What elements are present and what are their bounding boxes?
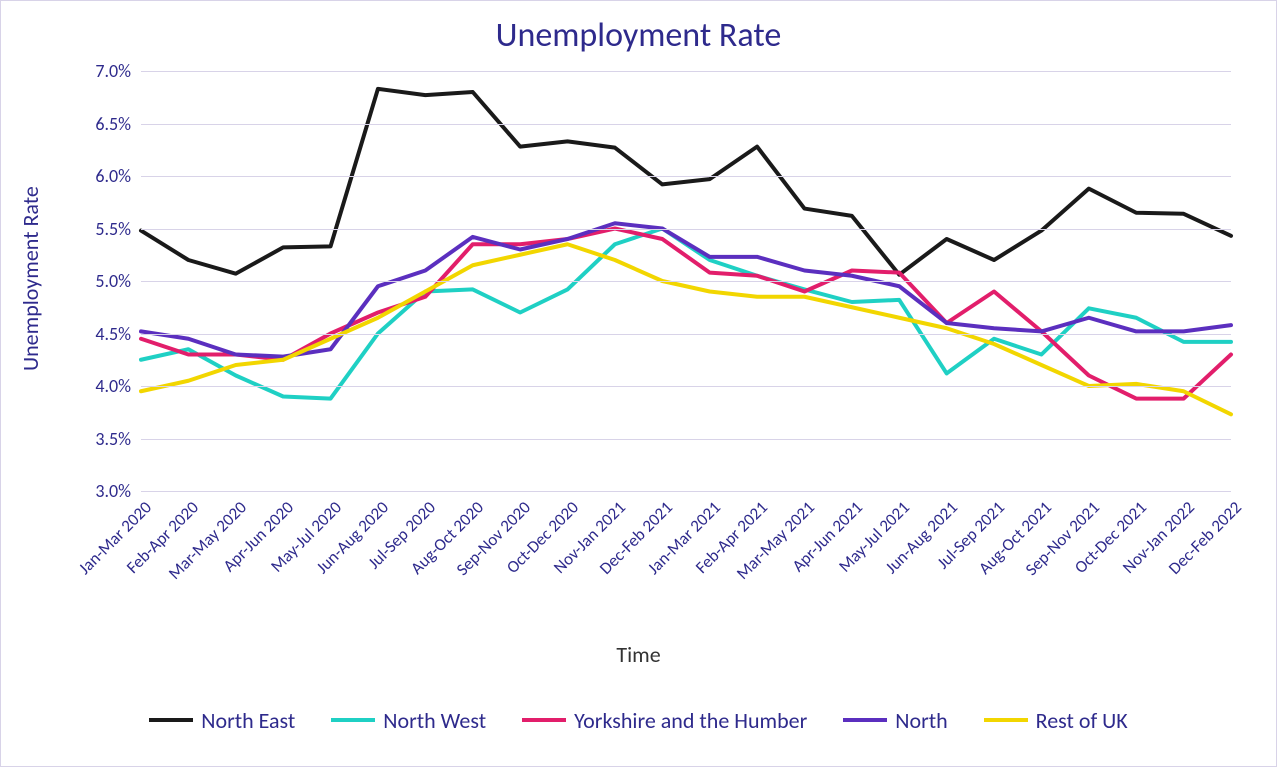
y-tick-label: 6.5% [95, 113, 131, 135]
y-tick-label: 3.5% [95, 428, 131, 450]
legend-label: Yorkshire and the Humber [574, 707, 807, 734]
legend-item: Rest of UK [984, 707, 1128, 734]
legend-label: North East [201, 707, 295, 734]
legend-label: North [895, 707, 947, 734]
legend-label: North West [383, 707, 486, 734]
gridline [141, 281, 1231, 282]
legend-swatch [149, 718, 193, 722]
gridline [141, 439, 1231, 440]
y-tick-label: 7.0% [95, 60, 131, 82]
y-tick-label: 3.0% [95, 480, 131, 502]
legend-item: North East [149, 707, 295, 734]
legend-swatch [522, 718, 566, 722]
y-tick-label: 4.5% [95, 323, 131, 345]
legend-item: North [843, 707, 947, 734]
y-tick-label: 5.0% [95, 270, 131, 292]
gridline [141, 386, 1231, 387]
gridline [141, 176, 1231, 177]
gridline [141, 124, 1231, 125]
series-line [141, 229, 1231, 399]
y-tick-label: 5.5% [95, 218, 131, 240]
gridline [141, 491, 1231, 492]
legend-swatch [843, 718, 887, 722]
y-tick-label: 6.0% [95, 165, 131, 187]
series-line [141, 89, 1231, 275]
legend-swatch [984, 718, 1028, 722]
gridline [141, 71, 1231, 72]
y-axis-title: Unemployment Rate [17, 186, 44, 371]
gridline [141, 229, 1231, 230]
x-axis-title: Time [1, 641, 1276, 668]
legend-swatch [331, 718, 375, 722]
gridline [141, 334, 1231, 335]
series-line [141, 223, 1231, 356]
legend-item: Yorkshire and the Humber [522, 707, 807, 734]
legend-label: Rest of UK [1036, 707, 1128, 734]
plot-area: 3.0%3.5%4.0%4.5%5.0%5.5%6.0%6.5%7.0%Jan-… [141, 71, 1231, 491]
legend: North East North West Yorkshire and the Hu… [1, 701, 1276, 734]
chart-title: Unemployment Rate [1, 15, 1276, 56]
chart-container: Unemployment Rate Unemployment Rate 3.0%… [0, 0, 1277, 767]
y-tick-label: 4.0% [95, 375, 131, 397]
legend-item: North West [331, 707, 486, 734]
